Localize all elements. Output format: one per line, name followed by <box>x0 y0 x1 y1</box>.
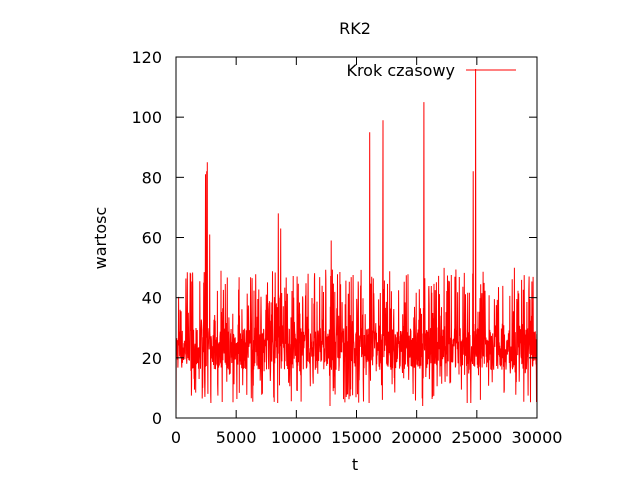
x-tick-label: 5000 <box>216 428 257 447</box>
y-tick-label: 120 <box>131 48 162 67</box>
y-tick-label: 100 <box>131 108 162 127</box>
x-tick-label: 0 <box>171 428 181 447</box>
series-layer <box>176 69 537 418</box>
legend-label: Krok czasowy <box>346 61 455 80</box>
y-tick-label: 60 <box>142 229 162 248</box>
x-tick-label: 25000 <box>451 428 502 447</box>
y-tick-label: 80 <box>142 168 162 187</box>
y-tick-label: 40 <box>142 289 162 308</box>
y-axis-label: wartosc <box>91 207 110 270</box>
x-tick-label: 30000 <box>512 428 563 447</box>
legend: Krok czasowy <box>346 61 516 80</box>
x-axis-label: t <box>352 455 358 474</box>
chart-title: RK2 <box>339 19 371 38</box>
x-tick-label: 20000 <box>391 428 442 447</box>
x-tick-label: 15000 <box>331 428 382 447</box>
y-tick-label: 0 <box>152 409 162 428</box>
y-tick-label: 20 <box>142 349 162 368</box>
series-line-0 <box>176 69 537 418</box>
x-tick-label: 10000 <box>271 428 322 447</box>
